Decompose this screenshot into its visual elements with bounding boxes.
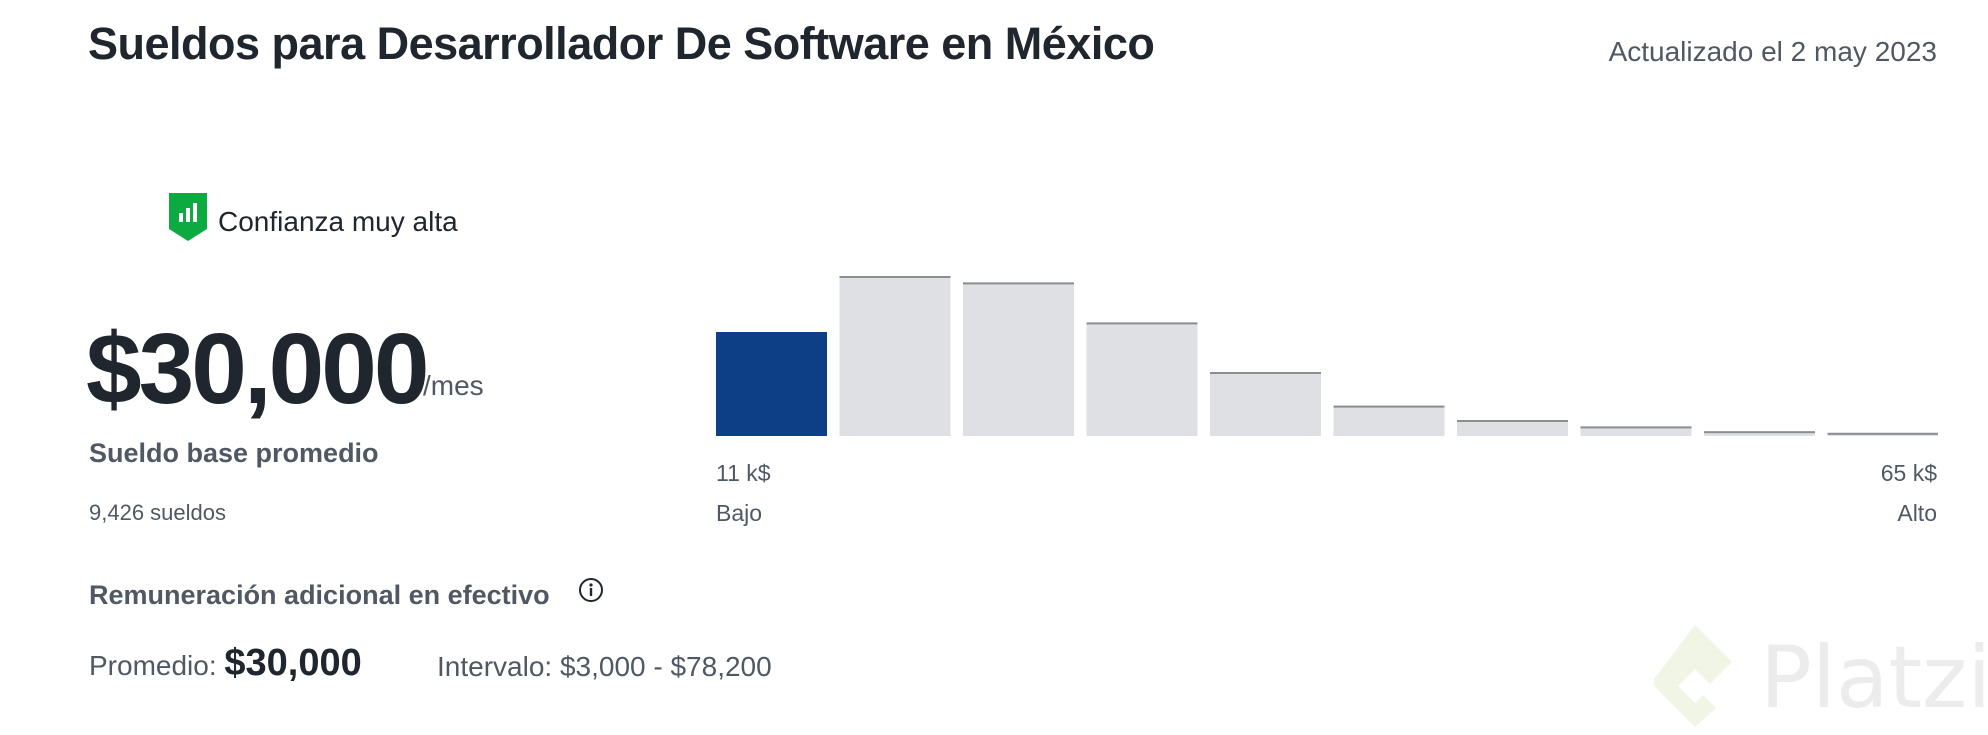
high-label: Alto	[1897, 500, 1937, 526]
salary-histogram	[716, 276, 1938, 436]
average-label: Promedio:	[89, 650, 217, 681]
low-label: Bajo	[716, 500, 763, 526]
histogram-bar	[1086, 322, 1198, 436]
max-salary-label: 65 k$	[1880, 460, 1937, 486]
additional-pay-title: Remuneración adicional en efectivo	[89, 580, 550, 610]
min-salary-label: 11 k$	[716, 460, 771, 486]
salary-count: 9,426 sueldos	[89, 500, 226, 525]
histogram-bar	[1333, 405, 1445, 436]
histogram-bar-top	[963, 282, 1074, 285]
salary-period: /mes	[423, 370, 484, 401]
average-value: $30,000	[224, 642, 362, 684]
additional-range: Intervalo: $3,000 - $78,200	[437, 651, 772, 682]
histogram-bar-top	[1580, 426, 1692, 429]
updated-date: Actualizado el 2 may 2023	[1608, 36, 1937, 67]
histogram-bar	[1457, 420, 1568, 436]
histogram-bar	[1704, 431, 1815, 436]
histogram-bar-top	[1827, 432, 1938, 435]
histogram-bar	[716, 332, 827, 436]
histogram-bar-top	[839, 276, 951, 278]
histogram-bar	[1210, 372, 1321, 436]
histogram-bar-top	[1333, 405, 1445, 408]
histogram-bar	[1580, 426, 1692, 436]
info-icon[interactable]	[578, 577, 604, 603]
confidence-shield-icon	[169, 193, 207, 241]
base-salary-label: Sueldo base promedio	[89, 438, 379, 468]
additional-average: Promedio: $30,000	[89, 642, 362, 685]
page-title: Sueldos para Desarrollador De Software e…	[88, 18, 1155, 69]
histogram-bar-top	[1704, 431, 1815, 434]
histogram-bar-top	[1210, 372, 1321, 374]
histogram-bar-top	[1457, 420, 1568, 422]
histogram-bar	[963, 282, 1074, 436]
confidence-label: Confianza muy alta	[218, 206, 458, 237]
average-salary: $30,000	[86, 313, 429, 425]
platzi-logo-watermark: Platzi	[1654, 625, 1985, 728]
histogram-bar-top	[1086, 322, 1198, 325]
histogram-bar	[839, 276, 951, 436]
watermark-text: Platzi	[1760, 628, 1985, 728]
